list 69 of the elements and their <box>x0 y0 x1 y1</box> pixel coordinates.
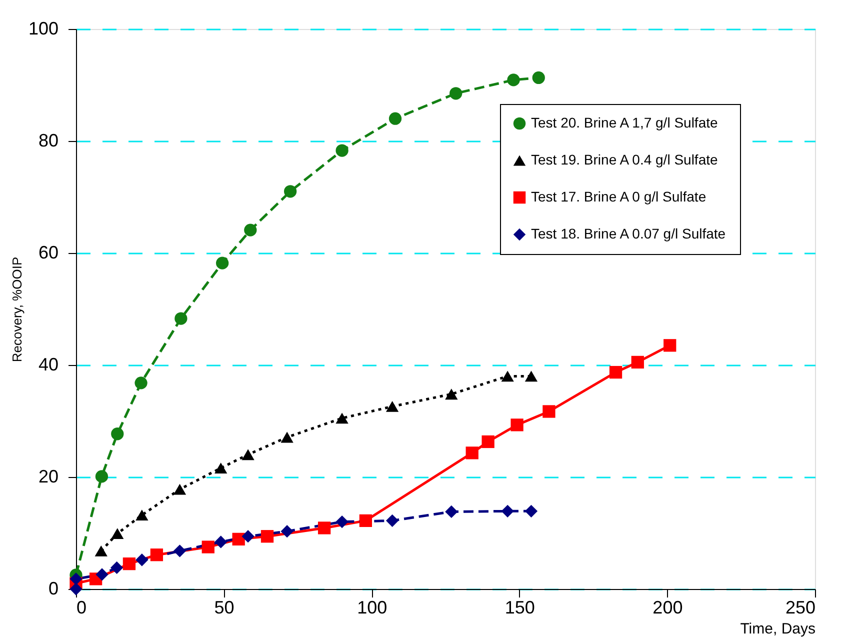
x-tick-label: 250 <box>785 598 816 618</box>
point <box>445 388 458 400</box>
x-tick-label: 0 <box>76 598 87 618</box>
point <box>134 376 148 390</box>
point <box>466 446 478 460</box>
x-tick-label: 200 <box>652 598 683 618</box>
point <box>94 545 108 556</box>
point <box>542 405 556 418</box>
point <box>260 530 274 543</box>
point <box>150 548 164 562</box>
point <box>386 514 399 528</box>
y-tick-label: 40 <box>38 354 58 374</box>
point <box>284 185 297 198</box>
point <box>359 514 372 528</box>
point <box>173 544 186 558</box>
y-tick-label: 100 <box>28 18 58 38</box>
point <box>95 470 108 483</box>
point <box>524 370 538 382</box>
point <box>244 224 257 236</box>
point <box>136 510 148 521</box>
y-tick-label: 80 <box>38 130 58 150</box>
point <box>232 532 245 546</box>
point <box>532 71 545 84</box>
point <box>524 504 538 518</box>
point <box>501 370 514 382</box>
point <box>336 412 348 424</box>
point <box>122 557 136 570</box>
point <box>280 524 294 538</box>
point <box>510 418 524 432</box>
point <box>507 74 520 86</box>
x-tick-label: 50 <box>214 598 234 618</box>
point <box>242 449 254 460</box>
point <box>631 356 644 369</box>
point <box>445 505 458 518</box>
x-axis-title: Time, Days <box>740 620 816 638</box>
point <box>214 536 228 548</box>
point <box>336 144 348 157</box>
point <box>336 515 348 528</box>
point <box>450 87 462 100</box>
point <box>202 540 214 554</box>
point <box>96 568 108 581</box>
point <box>609 366 622 379</box>
point <box>136 554 148 566</box>
point <box>214 462 228 474</box>
point <box>318 522 331 534</box>
point <box>110 561 124 574</box>
x-tick-label: 150 <box>504 598 535 618</box>
legend-label: Test 19. Brine A 0.4 g/l Sulfate <box>531 152 718 168</box>
point <box>501 504 514 518</box>
y-tick-label: 20 <box>38 466 58 486</box>
y-tick-label: 60 <box>38 242 58 262</box>
point <box>280 432 294 443</box>
point <box>388 112 402 125</box>
point <box>174 312 188 325</box>
point <box>173 484 186 495</box>
legend-label: Test 17. Brine A 0 g/l Sulfate <box>531 188 706 204</box>
point <box>216 256 229 270</box>
point <box>482 435 494 448</box>
y-tick-label: 0 <box>48 578 58 598</box>
legend-label: Test 18. Brine A 0.07 g/l Sulfate <box>531 226 726 242</box>
point <box>664 339 676 352</box>
legend-label: Test 20. Brine A 1,7 g/l Sulfate <box>531 114 718 130</box>
point <box>242 530 254 543</box>
y-axis-title: Recovery, %OOIP <box>9 256 24 362</box>
x-tick-label: 100 <box>357 598 388 618</box>
point <box>111 428 124 440</box>
point <box>111 528 124 540</box>
point <box>70 572 82 586</box>
point <box>386 400 399 412</box>
